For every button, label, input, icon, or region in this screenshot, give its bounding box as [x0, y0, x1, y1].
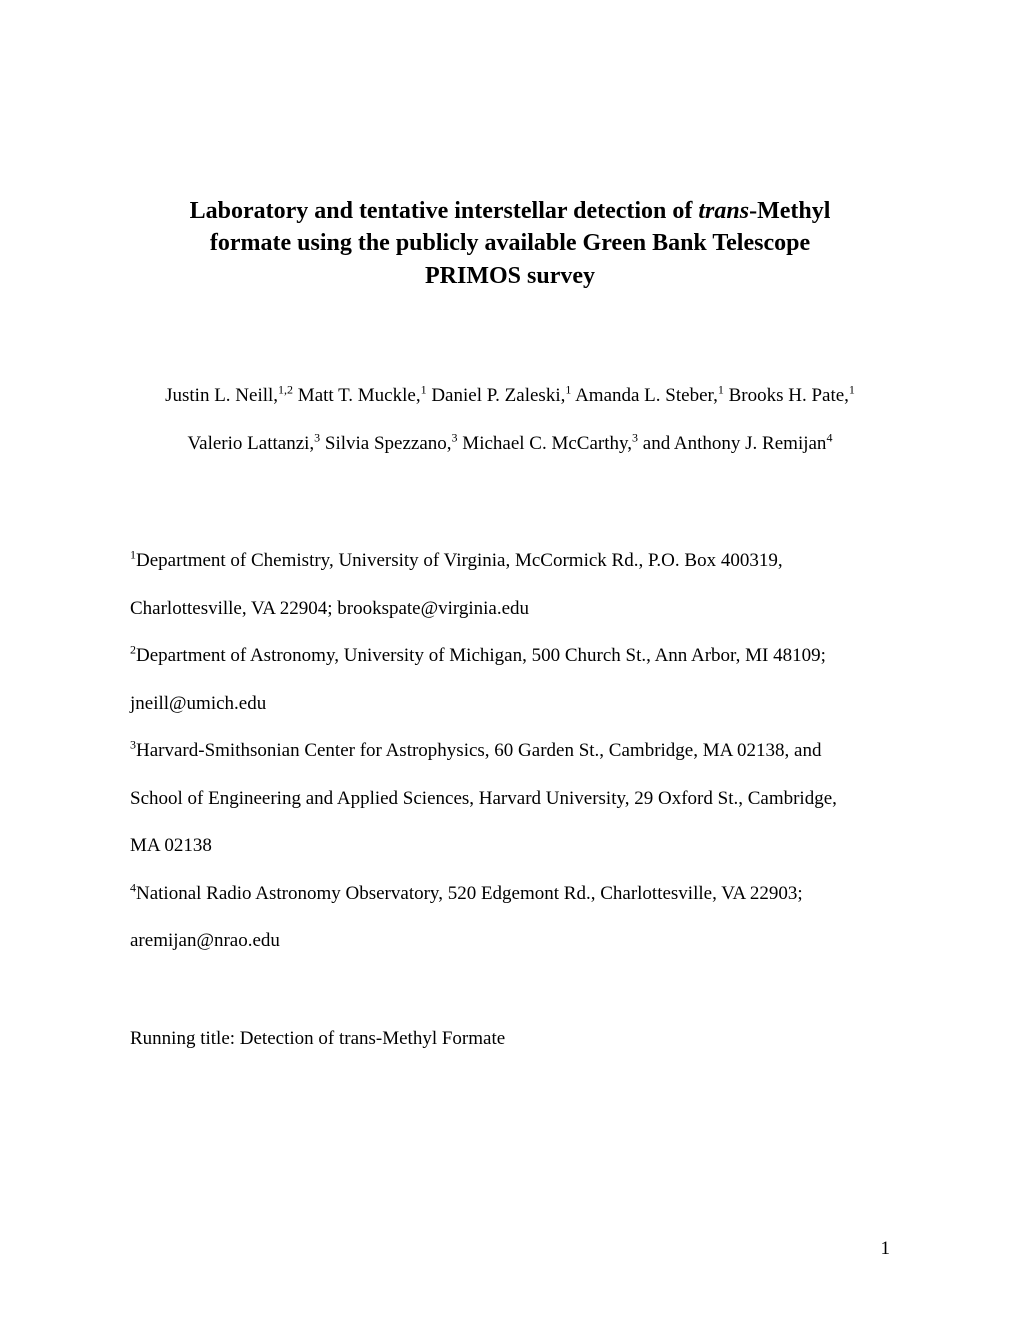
affil-text: National Radio Astronomy Observatory, 52…	[136, 883, 803, 904]
author-name: Amanda L. Steber,	[575, 385, 718, 406]
author-name: Justin L. Neill,	[165, 385, 278, 406]
author-affil-sup: 3	[632, 430, 638, 444]
affiliation-list: 1Department of Chemistry, University of …	[130, 537, 890, 965]
author-name: Silvia Spezzano,	[325, 433, 452, 454]
author-affil-sup: 4	[826, 430, 832, 444]
affil-text: Department of Chemistry, University of V…	[136, 550, 783, 571]
affil-text: aremijan@nrao.edu	[130, 930, 280, 951]
title-line2: formate using the publicly available Gre…	[210, 230, 810, 256]
affiliation-1: 1Department of Chemistry, University of …	[130, 537, 890, 632]
author-affil-sup: 1	[421, 383, 427, 397]
author-name: Matt T. Muckle,	[298, 385, 421, 406]
affil-text: Department of Astronomy, University of M…	[136, 645, 826, 666]
authors-line2: Valerio Lattanzi,3 Silvia Spezzano,3 Mic…	[130, 420, 890, 468]
title-line1-pre: Laboratory and tentative interstellar de…	[190, 198, 699, 224]
authors-line1: Justin L. Neill,1,2 Matt T. Muckle,1 Dan…	[130, 372, 890, 420]
author-affil-sup: 3	[452, 430, 458, 444]
affil-text: Charlottesville, VA 22904; brookspate@vi…	[130, 598, 529, 619]
running-title: Running title: Detection of trans-Methyl…	[130, 1015, 890, 1063]
author-affil-sup: 1	[849, 383, 855, 397]
author-name: Daniel P. Zaleski,	[431, 385, 565, 406]
affiliation-2: 2Department of Astronomy, University of …	[130, 632, 890, 727]
author-name: Michael C. McCarthy,	[462, 433, 632, 454]
author-name: Brooks H. Pate,	[729, 385, 849, 406]
affiliation-3: 3Harvard-Smithsonian Center for Astrophy…	[130, 727, 890, 870]
page-number: 1	[881, 1238, 891, 1260]
affil-text: School of Engineering and Applied Scienc…	[130, 788, 837, 809]
affiliation-4: 4National Radio Astronomy Observatory, 5…	[130, 870, 890, 965]
author-list: Justin L. Neill,1,2 Matt T. Muckle,1 Dan…	[130, 372, 890, 467]
title-line1-italic: trans	[698, 198, 749, 224]
paper-title: Laboratory and tentative interstellar de…	[130, 195, 890, 292]
author-name: Valerio Lattanzi,	[188, 433, 315, 454]
affil-text: MA 02138	[130, 835, 212, 856]
author-name: and Anthony J. Remijan	[643, 433, 827, 454]
affil-text: Harvard-Smithsonian Center for Astrophys…	[136, 740, 821, 761]
author-affil-sup: 1,2	[278, 383, 293, 397]
author-affil-sup: 3	[314, 430, 320, 444]
title-line3: PRIMOS survey	[425, 263, 595, 289]
author-affil-sup: 1	[718, 383, 724, 397]
affil-text: jneill@umich.edu	[130, 693, 266, 714]
title-line1-post: -Methyl	[749, 198, 830, 224]
author-affil-sup: 1	[565, 383, 571, 397]
